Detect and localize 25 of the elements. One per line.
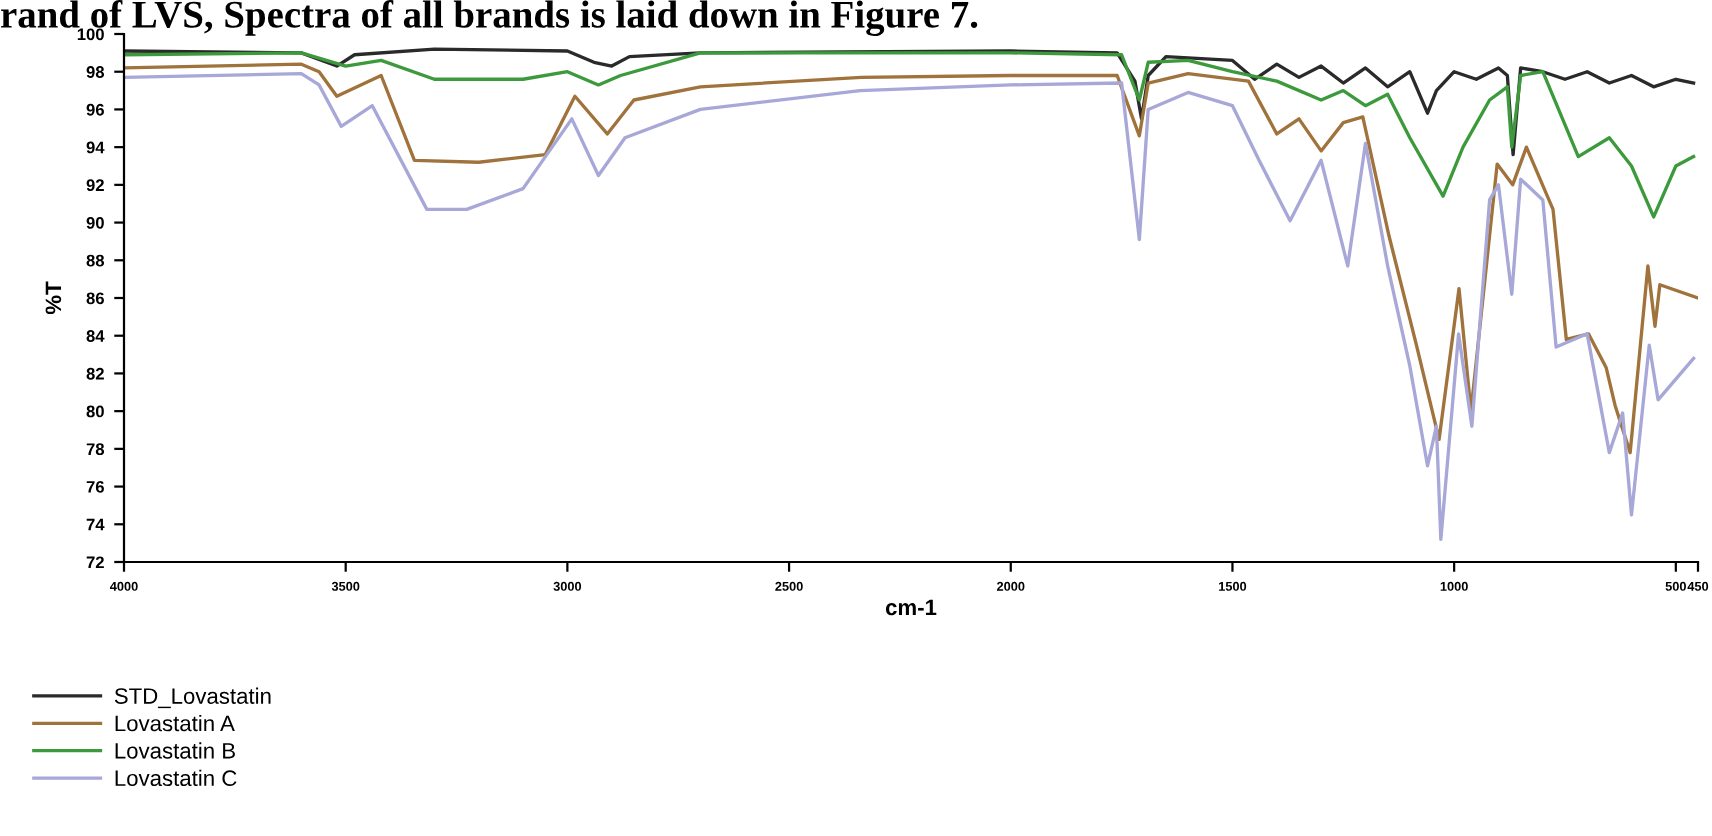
y-tick-label: 74 (86, 518, 105, 531)
y-tick-label: 84 (86, 330, 105, 342)
line-series (124, 62, 1698, 455)
x-axis-title: cm-1 (885, 599, 937, 616)
y-tick-label: 96 (86, 103, 104, 116)
y-tick-label: 92 (86, 179, 104, 192)
line-series (124, 51, 1696, 219)
y-tick-label: 94 (86, 141, 105, 154)
y-tick-label: 76 (86, 480, 104, 493)
y-tick-label: 80 (86, 405, 104, 418)
y-tick-label: 98 (86, 66, 105, 78)
y-tick-label: 86 (86, 292, 104, 305)
y-tick-label: 100 (77, 28, 104, 41)
y-tick-label: 90 (86, 216, 104, 229)
y-tick-label: 88 (86, 254, 105, 267)
legend-label: Lovastatin A (115, 714, 235, 732)
y-tick-label: 72 (86, 556, 104, 569)
y-tick-label: 82 (86, 367, 104, 380)
legend-label: STD_Lovastatin (114, 687, 271, 709)
legend-label: Lovastatin C (115, 769, 237, 787)
legend-label: Lovastatin B (115, 742, 235, 759)
line-series (124, 71, 1696, 542)
y-axis-title: %T (45, 281, 62, 315)
line-series (124, 47, 1696, 157)
y-tick-label: 78 (86, 443, 105, 456)
